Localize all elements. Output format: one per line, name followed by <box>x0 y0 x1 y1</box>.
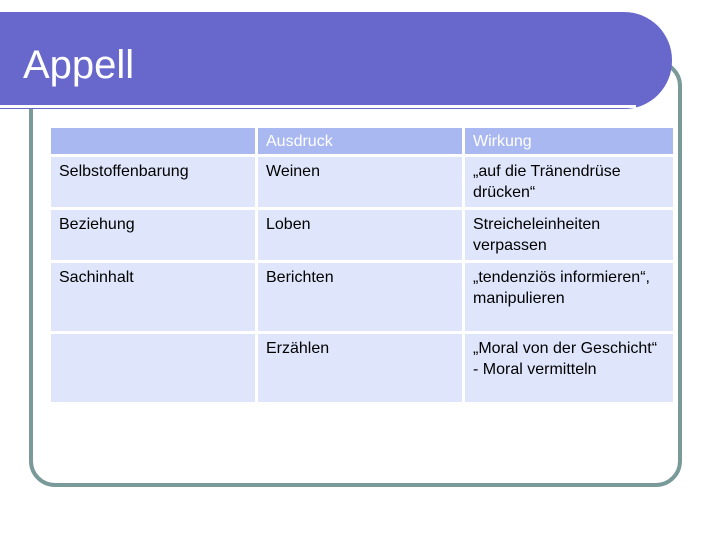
table-cell: Erzählen <box>258 334 462 402</box>
table-cell: Beziehung <box>51 210 255 260</box>
table-cell <box>51 334 255 402</box>
appell-table: Ausdruck Wirkung Selbstoffenbarung Weine… <box>48 125 676 405</box>
table-cell: „auf die Tränendrüse drücken“ <box>465 157 673 207</box>
slide-title: Appell <box>23 43 135 87</box>
table-cell: Berichten <box>258 263 462 331</box>
header-cell-wirkung: Wirkung <box>465 128 673 154</box>
table-cell: Selbstoffenbarung <box>51 157 255 207</box>
header-cell-ausdruck: Ausdruck <box>258 128 462 154</box>
table-row: Selbstoffenbarung Weinen „auf die Tränen… <box>51 157 673 207</box>
table-cell: „tendenziös informieren“, manipulieren <box>465 263 673 331</box>
title-banner: Appell <box>0 12 672 109</box>
table-row: Sachinhalt Berichten „tendenziös informi… <box>51 263 673 331</box>
table-header-row: Ausdruck Wirkung <box>51 128 673 154</box>
table-cell: Loben <box>258 210 462 260</box>
title-underline <box>0 105 636 108</box>
table-cell: Weinen <box>258 157 462 207</box>
table-row: Beziehung Loben Streicheleinheiten verpa… <box>51 210 673 260</box>
header-cell-empty <box>51 128 255 154</box>
table-cell: Sachinhalt <box>51 263 255 331</box>
table-cell: Streicheleinheiten verpassen <box>465 210 673 260</box>
table-row: Erzählen „Moral von der Geschicht“ - Mor… <box>51 334 673 402</box>
table-cell: „Moral von der Geschicht“ - Moral vermit… <box>465 334 673 402</box>
